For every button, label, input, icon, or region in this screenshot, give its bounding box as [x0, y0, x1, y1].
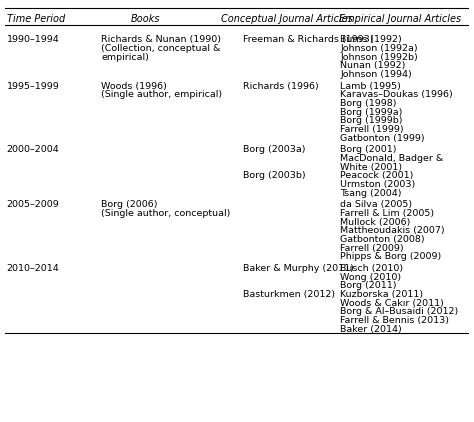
- Text: Borg (2003b): Borg (2003b): [243, 171, 305, 180]
- Text: Borg (2006): Borg (2006): [101, 200, 158, 209]
- Text: (Single author, conceptual): (Single author, conceptual): [101, 209, 231, 218]
- Text: Johnson (1992b): Johnson (1992b): [340, 53, 418, 62]
- Text: Borg (1999b): Borg (1999b): [340, 116, 402, 125]
- Text: Borg & Al–Busaidi (2012): Borg & Al–Busaidi (2012): [340, 307, 458, 316]
- Text: Farrell & Bennis (2013): Farrell & Bennis (2013): [340, 316, 449, 325]
- Text: 2000–2004: 2000–2004: [7, 145, 59, 154]
- Text: empirical): empirical): [101, 53, 149, 62]
- Text: Tsang (2004): Tsang (2004): [340, 189, 401, 197]
- Text: Johnson (1992a): Johnson (1992a): [340, 44, 418, 53]
- Text: Farrell & Lim (2005): Farrell & Lim (2005): [340, 209, 434, 218]
- Text: Books: Books: [131, 14, 160, 24]
- Text: White (2001): White (2001): [340, 162, 402, 172]
- Text: Baker & Murphy (2011): Baker & Murphy (2011): [243, 264, 354, 273]
- Text: Time Period: Time Period: [7, 14, 65, 24]
- Text: (Collection, conceptual &: (Collection, conceptual &: [101, 44, 221, 53]
- Text: (Single author, empirical): (Single author, empirical): [101, 90, 222, 99]
- Text: Conceptual Journal Articles: Conceptual Journal Articles: [221, 14, 353, 24]
- Text: Baker (2014): Baker (2014): [340, 325, 402, 334]
- Text: Basturkmen (2012): Basturkmen (2012): [243, 290, 335, 299]
- Text: Farrell (2009): Farrell (2009): [340, 243, 404, 253]
- Text: Karavas–Doukas (1996): Karavas–Doukas (1996): [340, 90, 453, 99]
- Text: Nunan (1992): Nunan (1992): [340, 61, 405, 70]
- Text: Borg (2003a): Borg (2003a): [243, 145, 305, 154]
- Text: Empirical Journal Articles: Empirical Journal Articles: [339, 14, 462, 24]
- Text: Busch (2010): Busch (2010): [340, 264, 403, 273]
- Text: Lamb (1995): Lamb (1995): [340, 81, 401, 91]
- Text: Urmston (2003): Urmston (2003): [340, 180, 415, 189]
- Text: 2010–2014: 2010–2014: [7, 264, 59, 273]
- Text: Richards & Nunan (1990): Richards & Nunan (1990): [101, 35, 221, 44]
- Text: MacDonald, Badger &: MacDonald, Badger &: [340, 154, 443, 163]
- Text: Borg (2001): Borg (2001): [340, 145, 397, 154]
- Text: Johnson (1994): Johnson (1994): [340, 70, 412, 79]
- Text: da Silva (2005): da Silva (2005): [340, 200, 412, 209]
- Text: Gatbonton (2008): Gatbonton (2008): [340, 235, 425, 244]
- Text: Gatbonton (1999): Gatbonton (1999): [340, 134, 425, 143]
- Text: Farrell (1999): Farrell (1999): [340, 125, 404, 134]
- Text: Peacock (2001): Peacock (2001): [340, 171, 413, 180]
- Text: Mullock (2006): Mullock (2006): [340, 218, 410, 227]
- Text: Woods (1996): Woods (1996): [101, 81, 167, 91]
- Text: 1990–1994: 1990–1994: [7, 35, 59, 44]
- Text: Borg (2011): Borg (2011): [340, 281, 397, 290]
- Text: Borg (1999a): Borg (1999a): [340, 108, 402, 116]
- Text: Mattheoudakis (2007): Mattheoudakis (2007): [340, 226, 445, 235]
- Text: Phipps & Borg (2009): Phipps & Borg (2009): [340, 252, 441, 261]
- Text: 1995–1999: 1995–1999: [7, 81, 59, 91]
- Text: 2005–2009: 2005–2009: [7, 200, 59, 209]
- Text: Kuzborska (2011): Kuzborska (2011): [340, 290, 423, 299]
- Text: Borg (1998): Borg (1998): [340, 99, 397, 108]
- Text: Burns (1992): Burns (1992): [340, 35, 402, 44]
- Text: Freeman & Richards (1993): Freeman & Richards (1993): [243, 35, 373, 44]
- Text: Wong (2010): Wong (2010): [340, 273, 401, 281]
- Text: Woods & Cakır (2011): Woods & Cakır (2011): [340, 299, 444, 308]
- Text: Richards (1996): Richards (1996): [243, 81, 319, 91]
